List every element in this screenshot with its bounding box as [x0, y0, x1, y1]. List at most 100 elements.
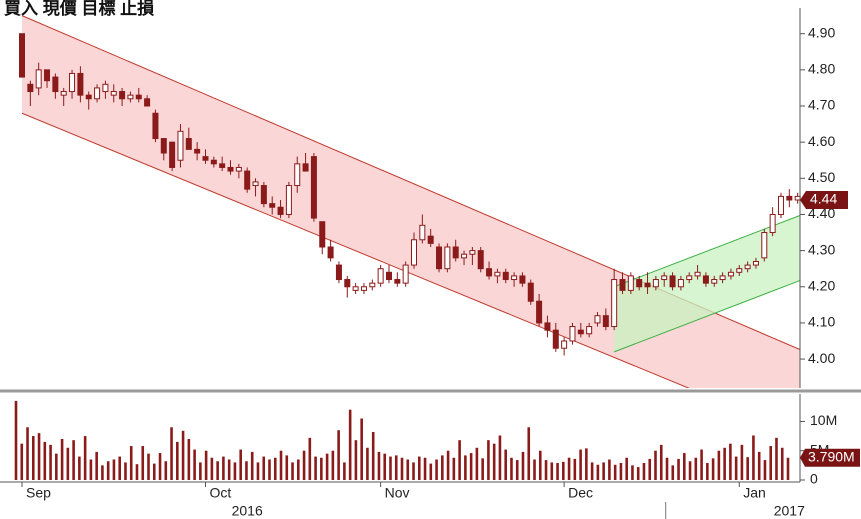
- price-candle: [35, 62, 42, 96]
- price-candle: [219, 156, 226, 172]
- candle-body: [694, 271, 701, 277]
- price-candle: [702, 272, 709, 287]
- price-candle: [169, 141, 176, 172]
- volume-bar: [43, 441, 47, 480]
- volume-bar: [510, 457, 513, 480]
- volume-bar: [585, 448, 588, 480]
- candle-body: [544, 322, 551, 331]
- volume-bar: [66, 447, 70, 480]
- volume-bar: [475, 447, 479, 480]
- price-candle: [44, 69, 51, 88]
- volume-bar: [464, 455, 467, 480]
- candle-body: [77, 72, 84, 96]
- volume-bar: [567, 457, 571, 480]
- volume-bar: [538, 450, 542, 480]
- candle-body: [727, 271, 734, 277]
- volume-bar: [256, 462, 260, 480]
- price-candle: [686, 272, 693, 284]
- volume-bar: [642, 463, 646, 480]
- price-candle: [160, 138, 167, 161]
- price-candle: [344, 275, 351, 298]
- price-candle: [302, 153, 309, 172]
- price-candle: [552, 322, 559, 352]
- volume-bar: [26, 427, 29, 480]
- volume-bar: [579, 449, 582, 480]
- volume-bar: [608, 459, 611, 480]
- volume-bar: [533, 459, 536, 480]
- candle-body: [552, 329, 559, 349]
- volume-bar: [170, 427, 173, 480]
- price-candle: [319, 221, 326, 255]
- candle-body: [794, 195, 801, 201]
- volume-bar: [227, 459, 231, 480]
- last-volume-label: 3.790M: [808, 449, 855, 465]
- price-candle: [119, 87, 126, 106]
- candle-body: [569, 326, 576, 342]
- candle-body: [169, 141, 176, 168]
- candle-body: [227, 166, 234, 172]
- price-candle: [235, 163, 242, 179]
- volume-bar: [320, 457, 323, 480]
- volume-bar: [469, 453, 473, 480]
- volume-bar: [331, 450, 335, 480]
- month-label: Sep: [26, 485, 51, 501]
- volume-bar: [625, 457, 628, 480]
- volume-bar: [515, 460, 519, 480]
- candle-body: [52, 76, 59, 93]
- candle-body: [452, 246, 459, 259]
- candle-body: [427, 235, 434, 244]
- volume-bar: [78, 456, 81, 480]
- volume-bar: [314, 456, 317, 480]
- volume-bar: [700, 449, 703, 480]
- price-candle: [444, 243, 451, 273]
- candle-body: [110, 91, 117, 96]
- volume-bar: [360, 418, 363, 480]
- year-label: 2017: [774, 503, 805, 519]
- volume-bar: [688, 461, 692, 480]
- volume-bar: [20, 443, 24, 480]
- candle-body: [536, 300, 543, 324]
- candle-body: [486, 268, 493, 277]
- volume-bar: [147, 453, 150, 480]
- price-candle: [544, 315, 551, 338]
- volume-bar: [222, 456, 225, 480]
- candle-body: [152, 112, 159, 140]
- price-tick-label: 4.20: [808, 277, 835, 293]
- price-candle: [210, 156, 217, 168]
- volume-bar: [239, 449, 242, 480]
- volume-bar: [250, 451, 254, 480]
- price-candle: [561, 337, 568, 356]
- candle-body: [202, 156, 209, 161]
- price-candle: [611, 268, 618, 331]
- price-candle: [18, 33, 26, 78]
- price-candle: [369, 279, 376, 291]
- candle-body: [60, 91, 67, 96]
- candle-body: [285, 185, 292, 215]
- volume-bar: [757, 451, 761, 480]
- volume-bar: [89, 459, 93, 480]
- volume-bar: [72, 440, 75, 480]
- price-candle: [69, 69, 76, 99]
- volume-bar: [193, 449, 196, 480]
- volume-bar: [677, 458, 680, 480]
- volume-bar: [31, 436, 35, 480]
- candle-body: [85, 94, 92, 100]
- volume-bar: [769, 446, 773, 480]
- price-candle: [110, 84, 117, 103]
- volume-bar: [636, 467, 640, 480]
- volume-bar: [285, 455, 289, 480]
- candle-body: [18, 33, 26, 78]
- candle-body: [677, 279, 684, 288]
- volume-bar: [659, 444, 663, 480]
- price-tick-label: 4.90: [808, 24, 835, 40]
- price-candle: [777, 192, 784, 219]
- volume-bar: [112, 459, 116, 480]
- price-candle: [436, 243, 443, 273]
- price-candle: [744, 261, 751, 273]
- candle-body: [127, 94, 134, 100]
- price-candle: [285, 181, 292, 219]
- candle-body: [277, 206, 284, 215]
- volume-bar: [706, 463, 709, 480]
- volume-bar: [458, 440, 461, 480]
- price-candle: [194, 142, 201, 161]
